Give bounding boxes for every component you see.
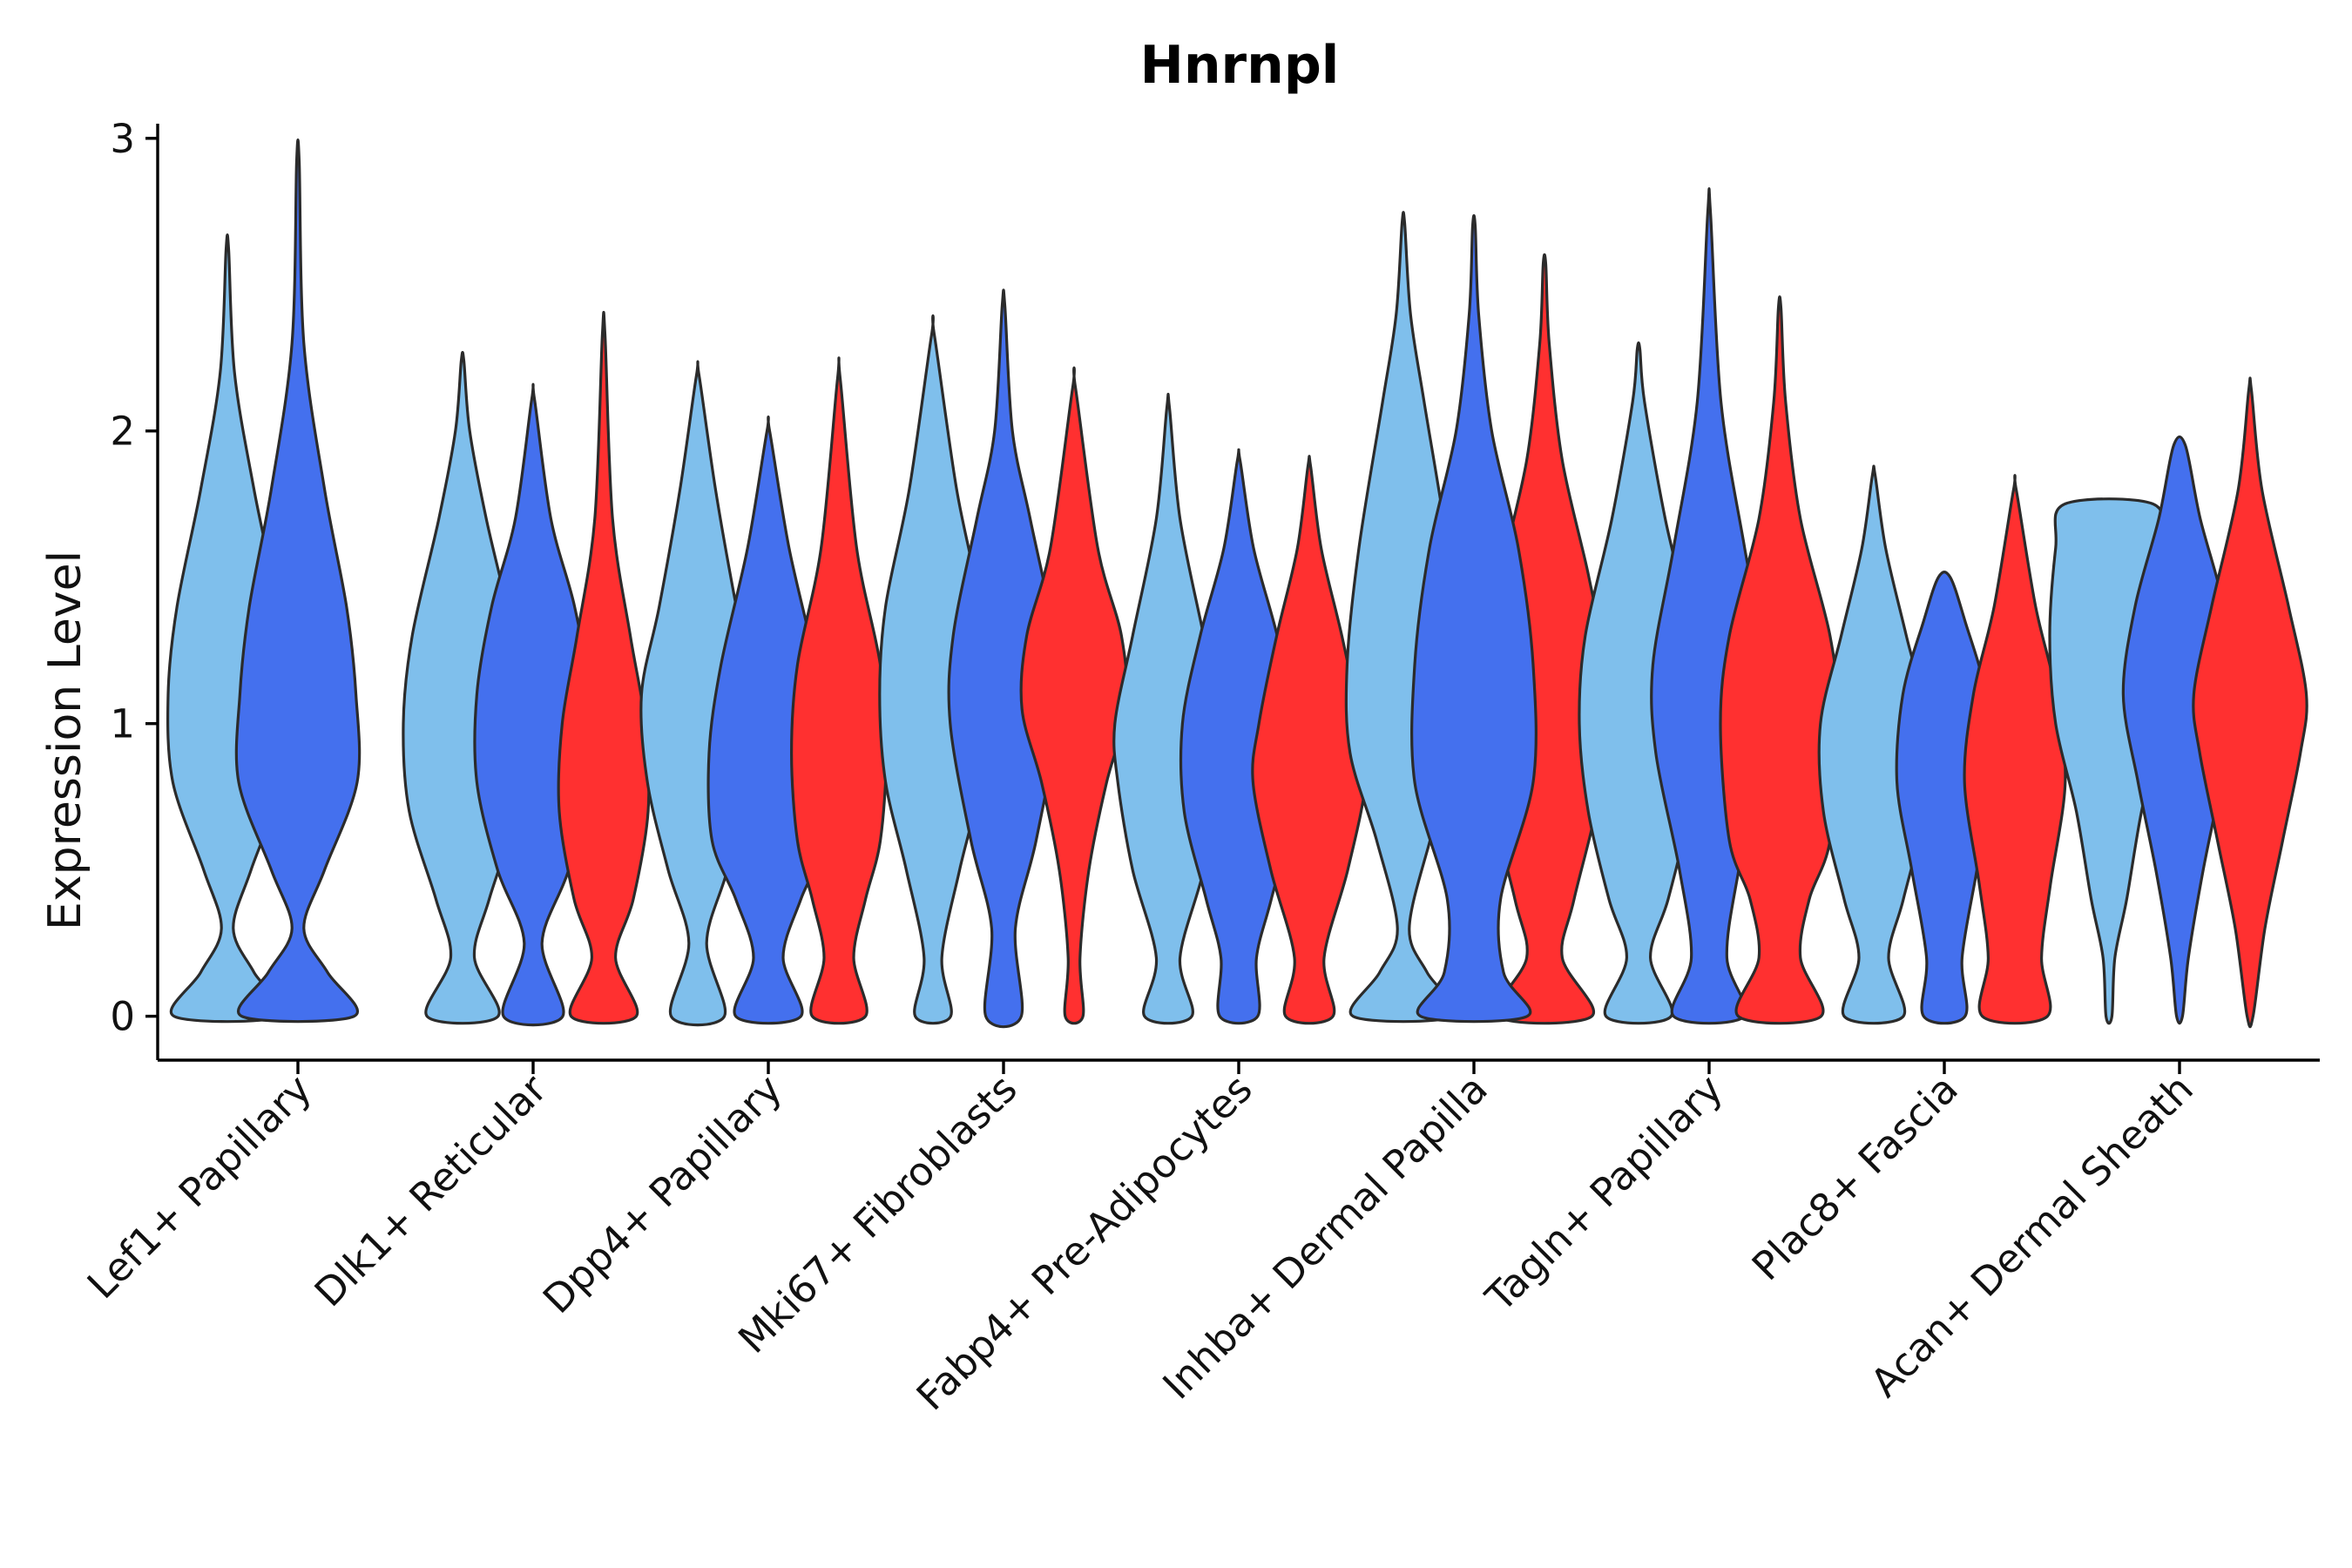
violin-acan-dermal-sheath-group-3 bbox=[2192, 376, 2308, 1029]
y-tick-label-0: 0 bbox=[110, 994, 135, 1040]
y-tick-label-3: 3 bbox=[110, 116, 135, 162]
violin-mki67-fibroblasts-group-3 bbox=[1019, 366, 1129, 1025]
y-axis-label: Expression Level bbox=[39, 551, 91, 930]
violin-plac8-fascia-group-3 bbox=[1963, 474, 2067, 1025]
y-axis-ticks: 0 1 2 3 bbox=[110, 116, 158, 1040]
x-tick-label-lef1-papillary: Lef1+ Papillary bbox=[78, 1065, 321, 1308]
violin-tagln-papillary-group-3 bbox=[1719, 295, 1841, 1025]
y-tick-label-1: 1 bbox=[110, 701, 135, 747]
chart-title: Hnrnpl bbox=[1140, 35, 1340, 96]
x-tick-label-plac8-fascia: Plac8+ Fascia bbox=[1743, 1065, 1967, 1289]
violin-inhba-dermal-papilla-group-2 bbox=[1410, 213, 1538, 1024]
violins-layer bbox=[166, 139, 2308, 1029]
x-tick-label-dlk1-reticular: Dlk1+ Reticular bbox=[306, 1065, 556, 1315]
violin-lef1-papillary-group-2 bbox=[234, 139, 362, 1024]
violin-fabp4-pre-adipocytes-group-3 bbox=[1251, 455, 1368, 1025]
x-tick-label-dpp4-papillary: Dpp4+ Papillary bbox=[534, 1065, 791, 1322]
violin-dlk1-reticular-group-3 bbox=[557, 311, 651, 1025]
violin-dpp4-papillary-group-3 bbox=[790, 356, 888, 1025]
y-tick-label-2: 2 bbox=[110, 409, 135, 455]
x-tick-label-tagln-papillary: Tagln+ Papillary bbox=[1477, 1065, 1732, 1321]
